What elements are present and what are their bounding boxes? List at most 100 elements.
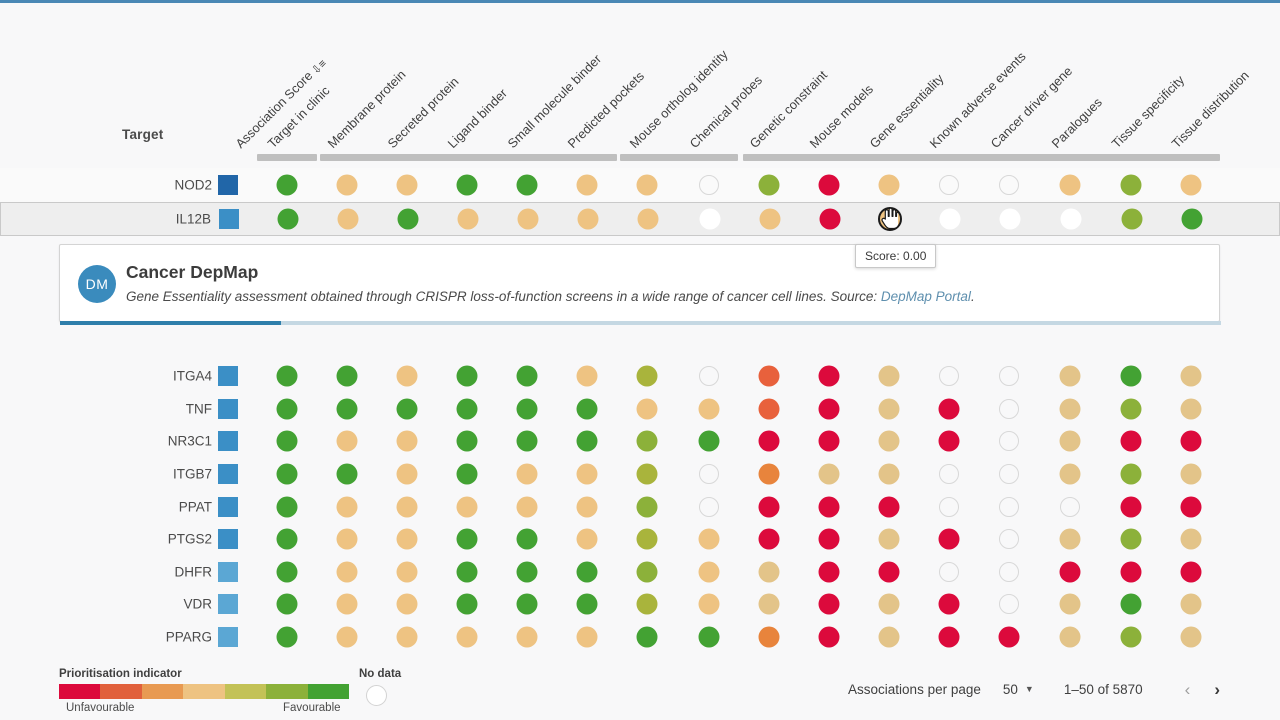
- prioritisation-cell[interactable]: [698, 561, 720, 583]
- prioritisation-cell[interactable]: [939, 561, 959, 582]
- prioritisation-cell[interactable]: [1180, 593, 1202, 615]
- prioritisation-cell[interactable]: [758, 398, 780, 420]
- prioritisation-cell[interactable]: [818, 365, 840, 387]
- prioritisation-cell[interactable]: [758, 561, 780, 583]
- prioritisation-cell[interactable]: [276, 430, 298, 452]
- prioritisation-cell[interactable]: [818, 496, 840, 518]
- prioritisation-cell[interactable]: [818, 561, 840, 583]
- prioritisation-cell[interactable]: [758, 430, 780, 452]
- prioritisation-cell[interactable]: [636, 174, 658, 196]
- prioritisation-cell[interactable]: [636, 365, 658, 387]
- prioritisation-cell[interactable]: [938, 430, 960, 452]
- association-score-swatch[interactable]: [218, 175, 238, 195]
- prioritisation-cell[interactable]: [1060, 496, 1080, 517]
- prioritisation-cell[interactable]: [276, 463, 298, 485]
- target-symbol[interactable]: PPAT: [178, 499, 212, 515]
- prioritisation-cell[interactable]: [516, 463, 538, 485]
- prioritisation-cell[interactable]: [576, 626, 598, 648]
- prioritisation-cell[interactable]: [576, 463, 598, 485]
- prioritisation-cell[interactable]: [878, 561, 900, 583]
- prioritisation-cell[interactable]: [276, 528, 298, 550]
- prioritisation-cell[interactable]: [336, 174, 358, 196]
- chevron-left-icon[interactable]: ‹: [1184, 680, 1191, 699]
- association-score-swatch[interactable]: [218, 398, 238, 419]
- column-header-mouse-models[interactable]: Mouse models: [807, 82, 876, 151]
- prioritisation-cell[interactable]: [277, 208, 299, 230]
- prioritisation-cell[interactable]: [336, 528, 358, 550]
- prioritisation-cell[interactable]: [457, 208, 479, 230]
- column-header-ligand-binder[interactable]: Ligand binder: [445, 86, 510, 151]
- prioritisation-cell[interactable]: [818, 626, 840, 648]
- prioritisation-cell[interactable]: [698, 398, 720, 420]
- prioritisation-cell[interactable]: [1059, 430, 1081, 452]
- prioritisation-cell[interactable]: [818, 430, 840, 452]
- prioritisation-cell[interactable]: [336, 365, 358, 387]
- column-header-known-adverse-events[interactable]: Known adverse events: [927, 49, 1029, 151]
- prioritisation-cell[interactable]: [516, 496, 538, 518]
- prioritisation-cell[interactable]: [938, 398, 960, 420]
- prioritisation-cell[interactable]: [1059, 626, 1081, 648]
- target-symbol[interactable]: ITGA4: [172, 368, 212, 384]
- table-row[interactable]: PPARG: [0, 621, 1280, 654]
- prioritisation-cell[interactable]: [577, 208, 599, 230]
- prioritisation-cell[interactable]: [1180, 463, 1202, 485]
- prioritisation-cell[interactable]: [576, 593, 598, 615]
- table-row[interactable]: NOD2: [0, 168, 1280, 202]
- prioritisation-cell[interactable]: [698, 593, 720, 615]
- chevron-right-icon[interactable]: ›: [1214, 680, 1220, 699]
- prioritisation-cell[interactable]: [939, 366, 959, 387]
- table-row[interactable]: PPAT: [0, 490, 1280, 523]
- depmap-portal-link[interactable]: DepMap Portal: [880, 289, 971, 304]
- prioritisation-cell[interactable]: [999, 366, 1019, 387]
- prioritisation-cell[interactable]: [699, 464, 719, 485]
- prioritisation-cell[interactable]: [699, 175, 719, 195]
- prioritisation-cell[interactable]: [636, 626, 658, 648]
- prioritisation-cell[interactable]: [698, 430, 720, 452]
- prioritisation-cell[interactable]: [276, 398, 298, 420]
- prioritisation-cell[interactable]: [396, 528, 418, 550]
- prioritisation-cell[interactable]: [1180, 528, 1202, 550]
- prioritisation-cell[interactable]: [999, 175, 1019, 195]
- prioritisation-cell[interactable]: [878, 496, 900, 518]
- prioritisation-cell[interactable]: [336, 430, 358, 452]
- prioritisation-cell[interactable]: [758, 626, 780, 648]
- column-header-paralogues[interactable]: Paralogues: [1049, 95, 1105, 151]
- target-symbol[interactable]: IL12B: [175, 211, 211, 227]
- prioritisation-cell[interactable]: [576, 561, 598, 583]
- prioritisation-cell[interactable]: [336, 496, 358, 518]
- target-symbol[interactable]: DHFR: [174, 564, 213, 580]
- prioritisation-cell[interactable]: [758, 593, 780, 615]
- prioritisation-cell[interactable]: [818, 398, 840, 420]
- prioritisation-cell[interactable]: [516, 365, 538, 387]
- prioritisation-cell[interactable]: [1180, 174, 1202, 196]
- prioritisation-cell[interactable]: [396, 463, 418, 485]
- column-header-mouse-ortholog-identity[interactable]: Mouse ortholog identity: [627, 47, 731, 151]
- prioritisation-cell[interactable]: [456, 398, 478, 420]
- prioritisation-cell[interactable]: [396, 430, 418, 452]
- chevron-down-icon[interactable]: ▼: [1024, 683, 1034, 694]
- prioritisation-cell[interactable]: [758, 365, 780, 387]
- prioritisation-cell[interactable]: [456, 430, 478, 452]
- prioritisation-cell[interactable]: [878, 430, 900, 452]
- prioritisation-cell[interactable]: [878, 365, 900, 387]
- prioritisation-cell[interactable]: [1059, 463, 1081, 485]
- prioritisation-cell[interactable]: [938, 626, 960, 648]
- prioritisation-cell[interactable]: [1120, 496, 1142, 518]
- target-symbol[interactable]: PTGS2: [167, 531, 212, 547]
- prioritisation-cell[interactable]: [999, 561, 1019, 582]
- prioritisation-cell[interactable]: [1120, 398, 1142, 420]
- prioritisation-cell[interactable]: [1120, 626, 1142, 648]
- prioritisation-cell[interactable]: [336, 561, 358, 583]
- prioritisation-cell[interactable]: [276, 496, 298, 518]
- prioritisation-cell[interactable]: [276, 561, 298, 583]
- prioritisation-cell[interactable]: [1120, 430, 1142, 452]
- prioritisation-cell[interactable]: [1060, 208, 1082, 230]
- prioritisation-cell[interactable]: [758, 463, 780, 485]
- prioritisation-cell[interactable]: [456, 463, 478, 485]
- prioritisation-cell[interactable]: [818, 593, 840, 615]
- target-symbol[interactable]: NR3C1: [167, 433, 212, 449]
- prioritisation-cell[interactable]: [1121, 208, 1143, 230]
- target-symbol[interactable]: TNF: [185, 401, 212, 417]
- prioritisation-cell[interactable]: [939, 208, 961, 230]
- prioritisation-cell[interactable]: [396, 626, 418, 648]
